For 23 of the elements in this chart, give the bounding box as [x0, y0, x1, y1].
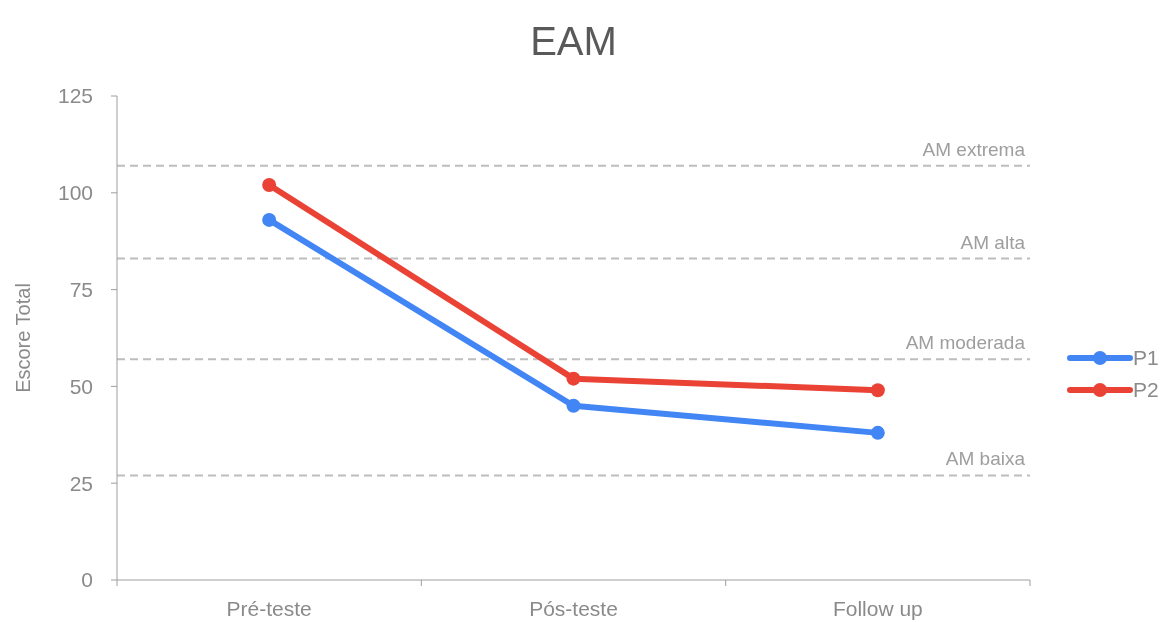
chart-title: EAM: [530, 19, 617, 63]
point: [870, 425, 885, 440]
point: [566, 398, 581, 413]
point: [870, 383, 885, 398]
y-tick-label: 125: [57, 84, 93, 108]
ref-line-label: AM extrema: [922, 138, 1026, 160]
y-tick-label: 25: [69, 471, 93, 495]
y-tick-label: 100: [57, 181, 93, 205]
ref-line-label: AM alta: [960, 231, 1026, 253]
y-axis-title: Escore Total: [12, 283, 34, 393]
ref-line-label: AM moderada: [905, 332, 1026, 354]
y-tick-label: 75: [69, 277, 93, 301]
y-tick-label: 0: [81, 568, 93, 592]
legend-label: P2: [1133, 378, 1159, 402]
legend-label: P1: [1133, 346, 1159, 370]
y-tick-label: 50: [69, 374, 93, 398]
point: [262, 212, 277, 227]
point: [262, 178, 277, 193]
point: [566, 371, 581, 386]
x-tick-label: Pré-teste: [226, 597, 312, 620]
x-tick-label: Pós-teste: [529, 597, 618, 620]
x-tick-label: Follow up: [832, 597, 923, 620]
ref-line-label: AM baixa: [945, 448, 1026, 470]
